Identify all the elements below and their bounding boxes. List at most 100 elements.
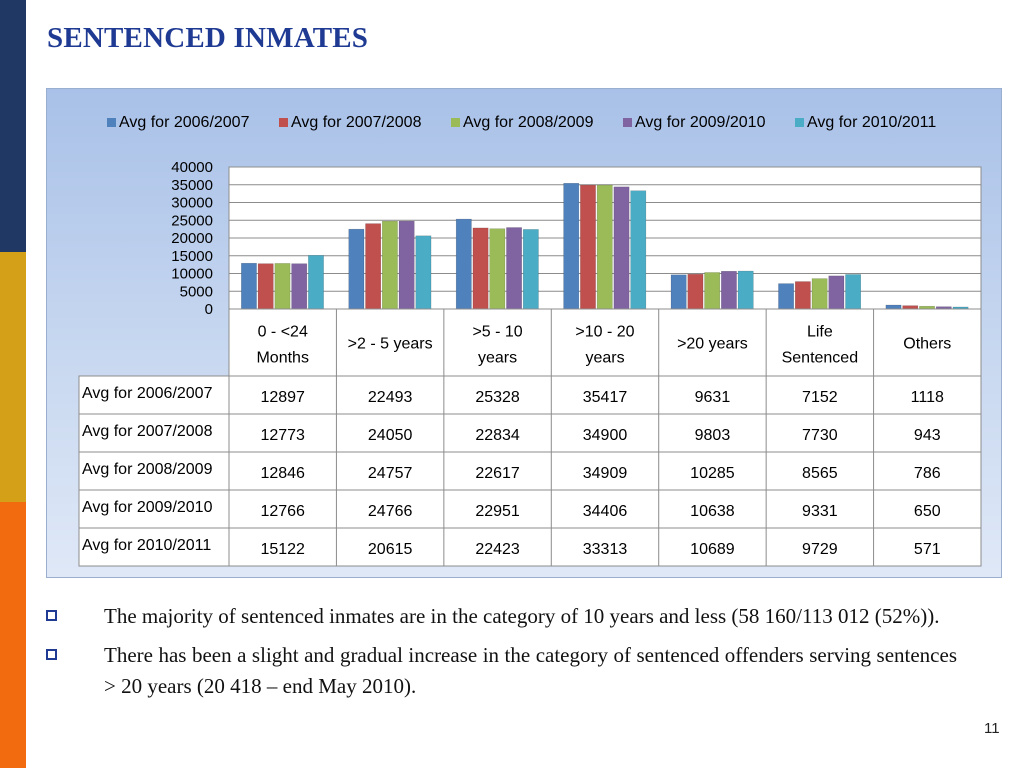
category-label: Others	[903, 336, 951, 353]
accent-stripe-gold	[0, 252, 26, 502]
table-value: 22951	[475, 503, 520, 520]
legend-swatch	[623, 118, 632, 127]
square-bullet-icon	[46, 649, 57, 660]
bullet-text: There has been a slight and gradual incr…	[104, 643, 957, 698]
bar	[472, 227, 489, 310]
square-bullet-icon	[46, 610, 57, 621]
bar	[902, 305, 919, 310]
y-tick-label: 5000	[180, 283, 213, 300]
table-row-label: Avg for 2006/2007	[82, 385, 213, 402]
table-row-label: Avg for 2009/2010	[82, 499, 213, 516]
category-label: >5 - 10 years	[472, 324, 522, 367]
table-value: 9803	[695, 427, 731, 444]
bar	[308, 255, 324, 310]
bullet-item: There has been a slight and gradual incr…	[46, 640, 1002, 702]
legend-label: Avg for 2010/2011	[807, 114, 936, 131]
bar	[415, 235, 432, 310]
bar	[382, 220, 398, 310]
table-value: 10638	[690, 503, 735, 520]
y-tick-label: 40000	[171, 159, 213, 176]
y-tick-label: 35000	[171, 177, 213, 194]
table-row-label: Avg for 2007/2008	[82, 423, 213, 440]
legend-swatch	[107, 118, 116, 127]
bar	[596, 184, 613, 310]
table-header-area	[228, 308, 982, 377]
bullet-item: The majority of sentenced inmates are in…	[46, 601, 1002, 632]
table-value: 12773	[260, 427, 305, 444]
table-value: 12897	[260, 389, 305, 406]
table-value: 34909	[583, 465, 628, 482]
table-value: 22617	[475, 465, 520, 482]
y-tick-label: 20000	[171, 230, 213, 247]
bar	[522, 229, 539, 310]
table-value: 571	[914, 541, 941, 558]
bar	[670, 274, 687, 310]
bar	[274, 263, 291, 310]
y-tick-label: 25000	[171, 212, 213, 229]
bar	[828, 275, 845, 310]
bar-chart: 4000035000300002500020000150001000050000…	[78, 114, 982, 567]
bar	[704, 272, 721, 310]
category-label: >20 years	[677, 336, 748, 353]
table-value: 943	[914, 427, 941, 444]
table-value: 9331	[802, 503, 838, 520]
bullet-text: The majority of sentenced inmates are in…	[104, 604, 940, 628]
bar	[398, 220, 415, 310]
bar	[778, 283, 794, 310]
bar	[630, 190, 647, 310]
table-value: 20615	[368, 541, 413, 558]
bar	[737, 270, 754, 310]
category-label: >2 - 5 years	[348, 336, 433, 353]
table-body-area	[78, 375, 982, 567]
legend-label: Avg for 2006/2007	[119, 114, 250, 131]
category-label: Life Sentenced	[782, 324, 859, 367]
bullet-list: The majority of sentenced inmates are in…	[46, 601, 1002, 710]
bar	[291, 263, 308, 310]
table-row-label: Avg for 2008/2009	[82, 461, 213, 478]
legend-label: Avg for 2007/2008	[291, 114, 422, 131]
table-value: 22423	[475, 541, 520, 558]
bar	[885, 304, 902, 310]
table-value: 34900	[583, 427, 628, 444]
bar	[563, 183, 580, 310]
table-value: 786	[914, 465, 941, 482]
bar	[365, 223, 382, 310]
table-value: 9631	[695, 389, 731, 406]
y-tick-label: 30000	[171, 195, 213, 212]
table-value: 12846	[260, 465, 305, 482]
table-value: 7152	[802, 389, 838, 406]
table-value: 34406	[583, 503, 628, 520]
y-tick-label: 10000	[171, 266, 213, 283]
y-tick-label: 0	[205, 301, 213, 318]
legend-swatch	[451, 118, 460, 127]
bar	[241, 262, 257, 310]
bar	[613, 186, 630, 310]
chart-panel: 40000 35000 30000 25000 20000 15000 10000 5000 0…	[46, 88, 1002, 578]
table-value: 22493	[368, 389, 413, 406]
bar	[257, 263, 274, 310]
category-label: 0 - <24 Months	[256, 324, 308, 367]
legend-swatch	[795, 118, 804, 127]
bar	[794, 281, 811, 310]
table-value: 33313	[583, 541, 628, 558]
bar	[687, 273, 704, 310]
bar	[348, 228, 365, 310]
table-value: 10689	[690, 541, 735, 558]
table-value: 15122	[260, 541, 305, 558]
bar	[455, 218, 472, 310]
table-value: 24050	[368, 427, 413, 444]
bar	[489, 228, 506, 310]
table-value: 9729	[802, 541, 838, 558]
table-value: 8565	[802, 465, 838, 482]
table-value: 12766	[260, 503, 305, 520]
bar	[580, 184, 596, 310]
legend-label: Avg for 2009/2010	[635, 114, 766, 131]
bar	[845, 274, 862, 310]
slide-title: SENTENCED INMATES	[47, 22, 369, 54]
table-value: 650	[914, 503, 941, 520]
accent-stripe-navy	[0, 0, 26, 252]
table-value: 35417	[583, 389, 628, 406]
table-value: 1118	[911, 389, 944, 406]
table-value: 22834	[475, 427, 520, 444]
table-row-label: Avg for 2010/2011	[82, 537, 211, 554]
